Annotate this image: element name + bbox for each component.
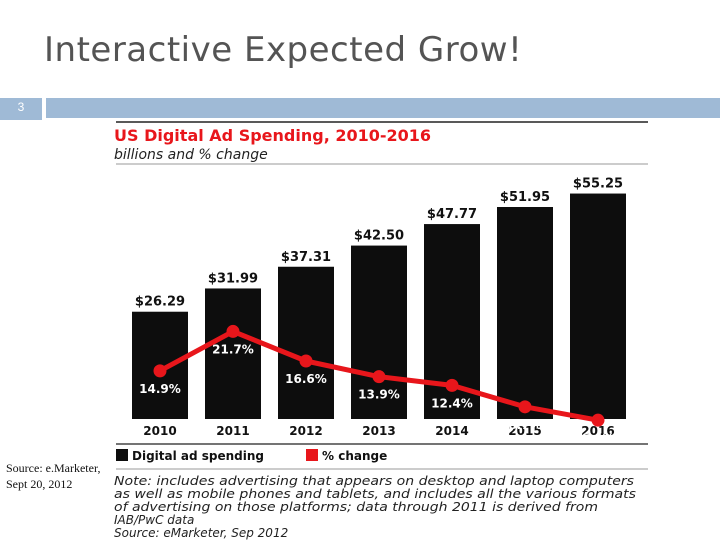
- slide-title: Interactive Expected Grow!: [44, 30, 523, 70]
- pct-label-2015: 8.7%: [508, 418, 541, 432]
- pct-label-2010: 14.9%: [139, 382, 181, 396]
- bar-2012: [278, 266, 334, 419]
- bar-value-label-2015: $51.95: [500, 190, 550, 205]
- legend-swatch-spending: [116, 449, 128, 461]
- pct-point-2011: [226, 324, 240, 338]
- slide-number: 3: [17, 100, 25, 114]
- bar-value-label-2014: $47.77: [427, 207, 477, 222]
- pct-point-2012: [299, 354, 313, 368]
- pct-point-2013: [372, 370, 386, 384]
- x-tick-label-2011: 2011: [216, 424, 249, 438]
- chart-subtitle: billions and % change: [114, 147, 268, 163]
- chart-source: Source: eMarketer, Sep 2012: [114, 526, 288, 540]
- chart-note-line-1: Note: includes advertising that appears …: [114, 474, 634, 488]
- bar-2011: [205, 288, 261, 419]
- legend-swatch-change: [306, 449, 318, 461]
- x-tick-label-2013: 2013: [362, 424, 395, 438]
- x-tick-label-2010: 2010: [143, 424, 176, 438]
- bar-2016: [570, 193, 626, 419]
- chart-note-line-4: IAB/PwC data: [114, 513, 194, 527]
- chart-note-line-2: as well as mobile phones and tablets, an…: [114, 487, 636, 501]
- bar-value-label-2016: $55.25: [573, 177, 623, 192]
- pct-label-2012: 16.6%: [285, 372, 327, 386]
- bar-value-label-2013: $42.50: [354, 229, 404, 244]
- legend-label-spending: Digital ad spending: [132, 449, 264, 463]
- pct-point-2010: [153, 364, 167, 378]
- pct-label-2016: 6.4%: [581, 431, 614, 445]
- chart-note-line-3: of advertising on those platforms; data …: [114, 500, 598, 514]
- bar-value-label-2012: $37.31: [281, 250, 331, 265]
- legend-label-change: % change: [322, 449, 387, 463]
- header-accent-bar: [46, 98, 720, 118]
- pct-label-2013: 13.9%: [358, 388, 400, 402]
- bar-value-label-2010: $26.29: [135, 295, 185, 310]
- x-tick-label-2015: 2015: [508, 424, 541, 438]
- bar-2015: [497, 207, 553, 419]
- pct-label-2011: 21.7%: [212, 342, 254, 356]
- pct-point-2015: [518, 400, 532, 414]
- pct-label-2014: 12.4%: [431, 396, 473, 410]
- bar-2013: [351, 245, 407, 419]
- bar-value-label-2011: $31.99: [208, 271, 258, 286]
- chart-title: US Digital Ad Spending, 2010-2016: [114, 126, 431, 145]
- x-tick-label-2012: 2012: [289, 424, 322, 438]
- ad-spending-chart: US Digital Ad Spending, 2010-2016 billio…: [114, 121, 648, 540]
- pct-point-2016: [591, 413, 605, 427]
- x-tick-label-2016: 2016: [581, 424, 614, 438]
- x-tick-label-2014: 2014: [435, 424, 468, 438]
- source-note: Source: e.Marketer, Sept 20, 2012: [6, 461, 101, 491]
- pct-point-2014: [445, 378, 459, 392]
- slide-number-box: [0, 98, 42, 120]
